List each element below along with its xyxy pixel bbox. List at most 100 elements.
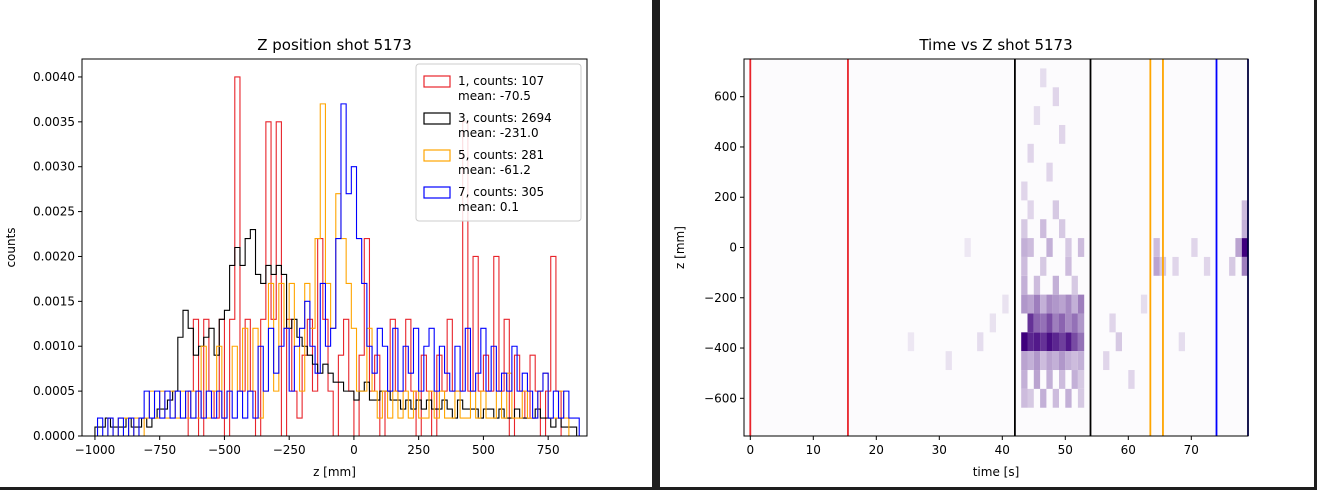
heatmap-cell	[1027, 388, 1034, 408]
heatmap-cell	[1071, 275, 1078, 295]
heatmap-cell	[907, 332, 915, 352]
heatmap-cell	[1027, 351, 1034, 371]
heatmap-cell	[1065, 256, 1072, 276]
heatmap-cell	[1021, 238, 1028, 257]
heatmap-cell	[1077, 370, 1085, 389]
heatmap-cell	[1077, 313, 1085, 333]
x-tick-label: 10	[806, 443, 821, 457]
heatmap-cell	[1172, 256, 1179, 276]
heatmap-cell	[1059, 370, 1066, 389]
heatmap-cell	[1077, 294, 1085, 314]
legend-swatch	[423, 112, 451, 125]
panel-divider	[652, 0, 660, 490]
heatmap-cell	[1040, 256, 1047, 276]
heatmap-cell	[1052, 332, 1059, 352]
heatmap-cell	[1071, 351, 1078, 371]
x-tick-label: −500	[208, 443, 241, 457]
y-tick-label: 0.0000	[33, 429, 75, 443]
heatmap-cell	[1002, 294, 1009, 314]
histogram-series-2	[107, 103, 570, 437]
heatmap-cell	[1241, 256, 1248, 276]
heatmap-cell	[1046, 162, 1053, 182]
y-axis-label: z [mm]	[673, 226, 687, 269]
heatmap-cell	[1128, 370, 1135, 389]
heatmap-cell	[964, 238, 971, 257]
x-tick-label: 50	[1058, 443, 1073, 457]
heatmap-cell	[1040, 219, 1047, 239]
heatmap-cell	[1021, 388, 1028, 408]
y-tick-label: 0.0020	[33, 249, 75, 263]
heatmap-cell	[1021, 219, 1028, 239]
heatmap-cell	[1040, 313, 1047, 333]
heatmap-cell	[1065, 238, 1072, 257]
heatmap-cell	[1046, 238, 1053, 257]
heatmap-cell	[1040, 68, 1047, 88]
heatmap-cell	[1191, 238, 1198, 257]
heatmap-cell	[1065, 313, 1072, 333]
heatmap-cell	[1153, 238, 1160, 257]
heatmap-cell	[1059, 351, 1066, 371]
heatmap-cell	[1059, 313, 1066, 333]
plot-frame	[81, 58, 588, 437]
heatmap-cell	[1040, 388, 1047, 408]
heatmap-cell	[1052, 294, 1059, 314]
heatmap-cell	[1077, 351, 1085, 371]
heatmap-cell	[1071, 313, 1078, 333]
heatmap-cell	[1052, 351, 1059, 371]
heatmap-cell	[1021, 351, 1028, 371]
heatmap-cell	[1040, 332, 1047, 352]
heatmap-cell	[1059, 332, 1066, 352]
heatmap-cell	[1033, 351, 1041, 371]
heatmap-cell	[1027, 200, 1034, 220]
heatmap-cell	[1052, 87, 1059, 107]
x-tick-label: 20	[869, 443, 884, 457]
heatmap-cell	[1103, 351, 1110, 371]
legend-swatch	[423, 75, 451, 88]
x-tick-label: 750	[537, 443, 560, 457]
histogram-chart: Z position shot 5173 −1000 −750 −500 −250 0 25…	[4, 36, 588, 479]
y-axis-label: counts	[4, 227, 18, 267]
chart-title: Z position shot 5173	[257, 36, 412, 54]
heatmap-cell	[1021, 256, 1028, 276]
heatmap-cell	[1046, 294, 1053, 314]
heatmap-cell	[1077, 388, 1085, 408]
heatmap-cell	[1065, 294, 1072, 314]
legend	[415, 63, 582, 222]
y-tick-label: −600	[704, 391, 737, 405]
heatmap-chart: Time vs Z shot 5173 0 10 20 30 40 50 60 70 −600 −4…	[673, 36, 1249, 479]
heatmap-cell	[1040, 294, 1047, 314]
heatmap-cell	[1059, 124, 1066, 144]
legend-swatch	[423, 186, 451, 199]
heatmap-cell	[1077, 238, 1085, 257]
chart-title: Time vs Z shot 5173	[918, 36, 1072, 54]
heatmap-cell	[945, 351, 952, 371]
heatmap-cell	[1065, 388, 1072, 408]
heatmap-cell	[1235, 238, 1242, 257]
heatmap-cell	[1052, 313, 1059, 333]
x-tick-label: 60	[1121, 443, 1136, 457]
y-tick-label: 0.0015	[33, 294, 75, 308]
heatmap-cell	[1229, 256, 1236, 276]
y-tick-label: −200	[704, 291, 737, 305]
window-edge	[1314, 0, 1317, 490]
x-tick-label: −250	[273, 443, 306, 457]
y-tick-label: 0.0030	[33, 160, 75, 174]
heatmap-cell	[1027, 143, 1034, 163]
heatmap-cell	[1071, 332, 1078, 352]
heatmap-cell	[1052, 388, 1059, 408]
heatmap-cell	[1027, 313, 1034, 333]
heatmap-cell	[1178, 332, 1185, 352]
x-tick-label: 40	[995, 443, 1010, 457]
legend-entry-mean: mean: -231.0	[458, 126, 539, 140]
heatmap-cell	[1046, 332, 1053, 352]
legend-entry-label: 7, counts: 305	[458, 185, 544, 199]
y-tick-label: 0	[729, 241, 737, 255]
heatmap-cell	[1040, 351, 1047, 371]
heatmap-cell	[1027, 238, 1034, 257]
heatmap-cell	[1033, 275, 1041, 295]
heatmap-cell	[1033, 332, 1041, 352]
x-tick-label: 250	[407, 443, 430, 457]
y-tick-label: 0.0005	[33, 384, 75, 398]
heatmap-cell	[1046, 313, 1053, 333]
